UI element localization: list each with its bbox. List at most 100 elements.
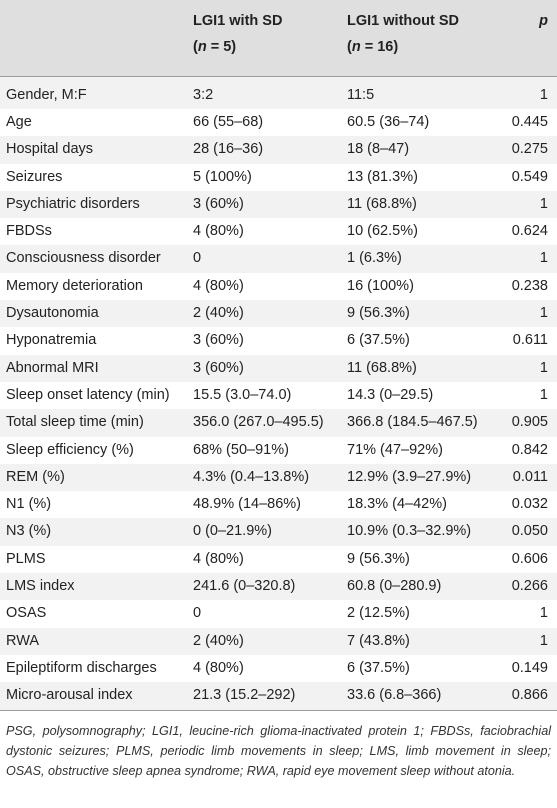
with-sd-value: 0 — [187, 245, 341, 273]
without-sd-value: 71% (47–92%) — [347, 441, 443, 458]
table-header: LGI1 with SD (n = 5) LGI1 without SD (n … — [0, 0, 557, 76]
with-sd-value: 66 (55–68) — [193, 114, 264, 130]
p-value: 0.606 — [511, 550, 548, 567]
row-label: Epileptiform discharges — [6, 659, 157, 676]
table-row: Gender, M:F 3:2 11:5 1 — [0, 76, 557, 109]
row-label: Psychiatric disorders — [0, 190, 187, 219]
p-value: 0.842 — [511, 441, 548, 458]
table-row: Total sleep time (min) 356.0 (267.0–495.5… — [0, 409, 557, 437]
without-sd-value: 7 (43.8%) — [341, 627, 496, 655]
without-sd-value: 10.9% (0.3–32.9%) — [341, 518, 496, 546]
p-value: 0.611 — [512, 332, 548, 349]
with-sd-value: 3 (60%) — [193, 332, 244, 349]
row-label: Micro-arousal index — [0, 682, 187, 711]
p-value: 1 — [539, 605, 548, 622]
without-sd-value: 11 (68.8%) — [341, 354, 496, 382]
table-row: REM (%) 4.3% (0.4–13.8%) 12.9% (3.9–27.9%)… — [0, 463, 557, 492]
with-sd-value: 48.9% (14–86%) — [193, 496, 302, 513]
p-value: 1 — [496, 190, 557, 219]
row-label: Sleep onset latency (min) — [6, 386, 170, 403]
without-sd-value: 18.3% (4–42%) — [347, 496, 447, 513]
with-sd-value: 3 (60%) — [187, 354, 341, 382]
without-sd-value: 6 (37.5%) — [347, 332, 410, 349]
n-suffix: = 5) — [206, 39, 237, 55]
p-value: 0.011 — [496, 463, 557, 492]
p-value: 0.149 — [511, 659, 548, 676]
table-row: Micro-arousal index 21.3 (15.2–292) 33.6 (… — [0, 682, 557, 711]
p-value: 1 — [496, 627, 557, 655]
header-p-value: p — [539, 13, 548, 29]
with-sd-value: 356.0 (267.0–495.5) — [187, 409, 341, 437]
p-value: 0.624 — [511, 223, 548, 240]
row-label: Sleep efficiency (%) — [6, 441, 134, 458]
with-sd-value: 2 (40%) — [187, 627, 341, 655]
p-value: 0.050 — [496, 518, 557, 546]
table-row: PLMS 4 (80%) 9 (56.3%) 0.606 — [0, 546, 557, 573]
row-label: REM (%) — [0, 463, 187, 492]
without-sd-value: 6 (37.5%) — [347, 659, 410, 676]
with-sd-value: 2 (40%) — [187, 300, 341, 328]
row-label: PLMS — [6, 550, 46, 567]
table-row: Psychiatric disorders 3 (60%) 11 (68.8%) 1 — [0, 190, 557, 219]
header-without-sd: LGI1 without SD (n = 16) — [341, 0, 496, 76]
row-label: Seizures — [6, 168, 63, 185]
without-sd-value: 16 (100%) — [347, 277, 414, 294]
row-label: OSAS — [6, 605, 47, 622]
row-label: Consciousness disorder — [0, 245, 187, 273]
table-body: Gender, M:F 3:2 11:5 1 Age 66 (55–68) 60.5 (36… — [0, 76, 557, 711]
with-sd-value: 4 (80%) — [193, 659, 244, 676]
comparison-table: LGI1 with SD (n = 5) LGI1 without SD (n … — [0, 0, 557, 711]
without-sd-value: 60.5 (36–74) — [347, 114, 430, 130]
without-sd-value: 366.8 (184.5–467.5) — [341, 409, 496, 437]
without-sd-value: 1 (6.3%) — [341, 245, 496, 273]
table-row: Memory deterioration 4 (80%) 16 (100%) 0.23… — [0, 273, 557, 300]
row-label: RWA — [0, 627, 187, 655]
without-sd-value: 12.9% (3.9–27.9%) — [341, 463, 496, 492]
without-sd-value: 9 (56.3%) — [341, 300, 496, 328]
table-row: N3 (%) 0 (0–21.9%) 10.9% (0.3–32.9%) 0.050 — [0, 518, 557, 546]
without-sd-value: 11:5 — [341, 76, 496, 109]
without-sd-value: 10 (62.5%) — [347, 223, 418, 240]
header-with-sd-n: (n = 5) — [193, 34, 335, 60]
table-row: Sleep efficiency (%) 68% (50–91%) 71% (47–… — [0, 437, 557, 464]
table-row: Sleep onset latency (min) 15.5 (3.0–74.0)… — [0, 382, 557, 409]
p-value: 0.275 — [496, 136, 557, 164]
table-row: Dysautonomia 2 (40%) 9 (56.3%) 1 — [0, 300, 557, 328]
with-sd-value: 0 — [193, 605, 202, 622]
p-value: 0.445 — [511, 114, 548, 130]
with-sd-value: 4 (80%) — [193, 223, 244, 240]
with-sd-value: 21.3 (15.2–292) — [187, 682, 341, 711]
without-sd-value: 60.8 (0–280.9) — [341, 573, 496, 601]
table-row: FBDSs 4 (80%) 10 (62.5%) 0.624 — [0, 218, 557, 245]
with-sd-value: 0 (0–21.9%) — [187, 518, 341, 546]
p-value: 0.032 — [511, 496, 548, 513]
with-sd-value: 3 (60%) — [187, 190, 341, 219]
table-row: Age 66 (55–68) 60.5 (36–74) 0.445 — [0, 109, 557, 136]
header-with-sd-label: LGI1 with SD — [193, 13, 283, 29]
without-sd-value: 18 (8–47) — [341, 136, 496, 164]
row-label: N1 (%) — [6, 496, 52, 513]
with-sd-value: 5 (100%) — [193, 168, 252, 185]
row-label: LMS index — [0, 573, 187, 601]
p-value: 0.866 — [496, 682, 557, 711]
n-var: n — [197, 39, 207, 55]
p-value: 1 — [539, 386, 548, 403]
without-sd-value: 2 (12.5%) — [347, 605, 410, 622]
with-sd-value: 15.5 (3.0–74.0) — [193, 386, 292, 403]
with-sd-value: 4 (80%) — [193, 550, 244, 567]
header-without-sd-n: (n = 16) — [347, 34, 490, 60]
with-sd-value: 28 (16–36) — [187, 136, 341, 164]
p-value: 1 — [496, 300, 557, 328]
with-sd-value: 3:2 — [187, 76, 341, 109]
without-sd-value: 13 (81.3%) — [347, 168, 418, 185]
row-label: Total sleep time (min) — [0, 409, 187, 437]
p-value: 0.905 — [496, 409, 557, 437]
n-suffix: = 16) — [360, 39, 399, 55]
table-row: LMS index 241.6 (0–320.8) 60.8 (0–280.9) 0.… — [0, 573, 557, 601]
row-label: Gender, M:F — [0, 76, 187, 109]
p-value: 0.266 — [496, 573, 557, 601]
table-row: Hospital days 28 (16–36) 18 (8–47) 0.275 — [0, 136, 557, 164]
table-row: N1 (%) 48.9% (14–86%) 18.3% (4–42%) 0.032 — [0, 491, 557, 518]
without-sd-value: 11 (68.8%) — [341, 190, 496, 219]
